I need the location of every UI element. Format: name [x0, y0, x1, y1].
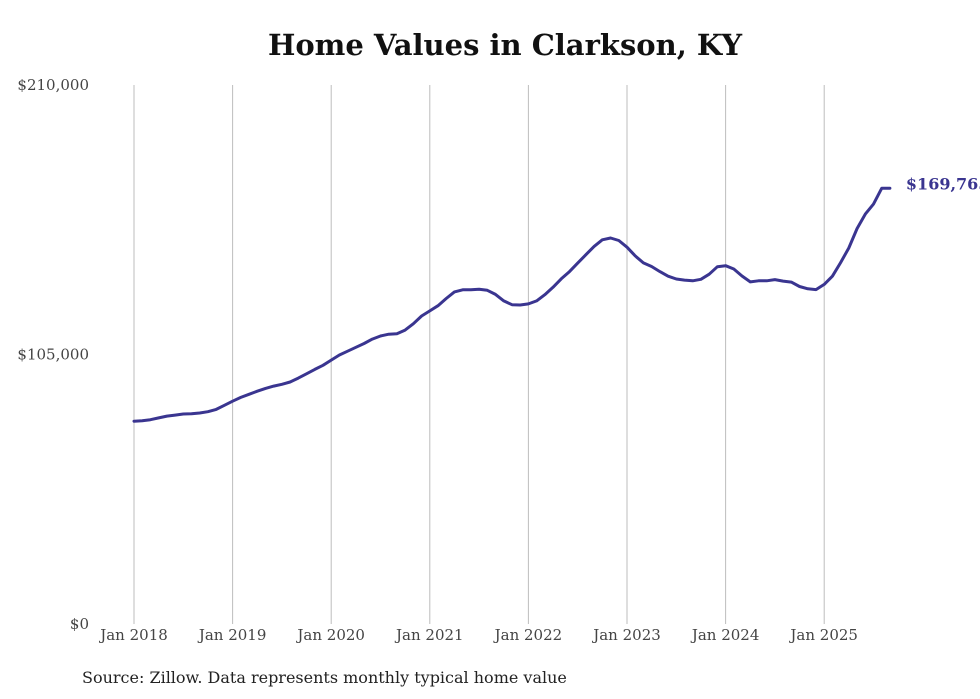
x-tick-label: Jan 2021: [394, 626, 464, 644]
x-tick-label: Jan 2019: [197, 626, 267, 644]
x-tick-label: Jan 2025: [788, 626, 858, 644]
x-tick-label: Jan 2023: [591, 626, 661, 644]
y-tick-label: $210,000: [17, 76, 89, 94]
x-tick-label: Jan 2022: [493, 626, 563, 644]
source-note: Source: Zillow. Data represents monthly …: [82, 668, 567, 687]
y-tick-label: $0: [70, 615, 89, 633]
series-line: [132, 186, 892, 423]
chart-title: Home Values in Clarkson, KY: [267, 28, 743, 62]
x-tick-label: Jan 2018: [98, 626, 168, 644]
x-tick-label: Jan 2024: [690, 626, 760, 644]
x-tick-label: Jan 2020: [295, 626, 365, 644]
end-value-label: $169,765: [906, 174, 980, 193]
y-tick-label: $105,000: [17, 346, 89, 364]
